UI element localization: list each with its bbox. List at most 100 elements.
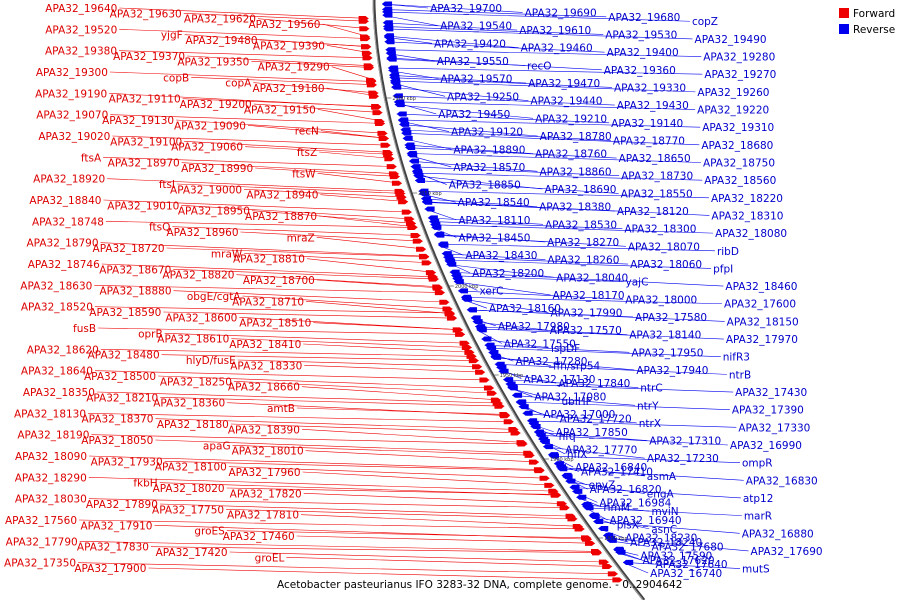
- forward-gene-label[interactable]: APA32_19520: [45, 24, 117, 36]
- reverse-gene-label[interactable]: APA32_19260: [697, 87, 769, 99]
- reverse-gene-label[interactable]: APA32_18540: [458, 197, 530, 209]
- forward-gene-feature[interactable]: [544, 482, 555, 488]
- forward-gene-label[interactable]: APA32_18630: [20, 280, 92, 292]
- forward-gene-label[interactable]: APA32_18360: [153, 398, 225, 410]
- reverse-gene-feature[interactable]: [565, 478, 576, 484]
- reverse-gene-label[interactable]: APA32_16840: [575, 462, 647, 474]
- reverse-gene-label[interactable]: APA32_19250: [447, 91, 519, 103]
- forward-gene-label[interactable]: copA: [225, 78, 252, 90]
- reverse-gene-label[interactable]: APA32_18690: [544, 184, 616, 196]
- forward-gene-label[interactable]: APA32_18870: [245, 211, 317, 223]
- reverse-gene-feature[interactable]: [588, 512, 599, 518]
- reverse-gene-feature[interactable]: [407, 152, 418, 158]
- forward-gene-label[interactable]: APA32_19000: [170, 184, 242, 196]
- reverse-gene-feature[interactable]: [402, 135, 413, 141]
- reverse-gene-feature[interactable]: [394, 102, 405, 108]
- forward-gene-label[interactable]: APA32_17900: [74, 563, 146, 575]
- forward-gene-label[interactable]: APA32_18330: [230, 360, 302, 372]
- reverse-gene-feature[interactable]: [613, 547, 624, 553]
- reverse-gene-label[interactable]: APA32_18310: [711, 210, 783, 222]
- forward-gene-label[interactable]: APA32_18950: [178, 206, 250, 218]
- forward-gene-label[interactable]: APA32_18350: [23, 387, 95, 399]
- forward-gene-feature[interactable]: [361, 50, 372, 56]
- forward-gene-label[interactable]: APA32_18050: [81, 435, 153, 447]
- forward-gene-feature[interactable]: [368, 93, 379, 99]
- reverse-gene-label[interactable]: APA32_17310: [649, 436, 721, 448]
- forward-gene-feature[interactable]: [517, 441, 528, 447]
- forward-gene-label[interactable]: APA32_19350: [177, 56, 249, 68]
- reverse-gene-label[interactable]: marR: [744, 511, 772, 523]
- reverse-gene-label[interactable]: APA32_17840: [558, 378, 630, 390]
- reverse-gene-label[interactable]: atp12: [743, 493, 774, 505]
- forward-gene-feature[interactable]: [446, 315, 457, 321]
- reverse-gene-label[interactable]: APA32_18200: [472, 268, 544, 280]
- forward-gene-label[interactable]: APA32_18720: [93, 243, 165, 255]
- reverse-gene-label[interactable]: APA32_19280: [703, 52, 775, 64]
- reverse-gene-label[interactable]: APA32_18530: [545, 219, 617, 231]
- reverse-gene-label[interactable]: APA32_18000: [625, 294, 697, 306]
- reverse-gene-label[interactable]: APA32_19220: [697, 105, 769, 117]
- forward-gene-feature[interactable]: [412, 238, 423, 244]
- forward-gene-label[interactable]: APA32_18660: [228, 382, 300, 394]
- reverse-gene-label[interactable]: APA32_17080: [534, 391, 606, 403]
- forward-gene-label[interactable]: APA32_18210: [86, 392, 158, 404]
- reverse-gene-feature[interactable]: [518, 404, 529, 410]
- forward-gene-feature[interactable]: [581, 535, 592, 541]
- reverse-gene-feature[interactable]: [562, 474, 573, 480]
- reverse-gene-label[interactable]: APA32_18750: [703, 157, 775, 169]
- forward-gene-label[interactable]: APA32_17820: [230, 488, 302, 500]
- forward-gene-feature[interactable]: [396, 194, 407, 200]
- forward-gene-label[interactable]: APA32_17830: [77, 542, 149, 554]
- forward-gene-label[interactable]: APA32_19560: [248, 19, 320, 31]
- reverse-gene-label[interactable]: APA32_18850: [449, 180, 521, 192]
- reverse-gene-label[interactable]: APA32_19420: [434, 38, 506, 50]
- reverse-gene-label[interactable]: APA32_16880: [742, 528, 814, 540]
- forward-gene-label[interactable]: APA32_17420: [156, 547, 228, 559]
- forward-gene-feature[interactable]: [503, 419, 514, 425]
- reverse-gene-feature[interactable]: [507, 385, 518, 391]
- forward-gene-feature[interactable]: [425, 270, 436, 276]
- forward-gene-label[interactable]: APA32_18130: [14, 408, 86, 420]
- forward-gene-label[interactable]: APA32_17750: [152, 504, 224, 516]
- reverse-gene-feature[interactable]: [382, 12, 393, 18]
- reverse-gene-label[interactable]: APA32_17000: [543, 409, 615, 421]
- forward-gene-feature[interactable]: [455, 331, 466, 337]
- forward-gene-label[interactable]: APA32_19620: [184, 14, 256, 26]
- reverse-gene-label[interactable]: APA32_19610: [519, 25, 591, 37]
- reverse-gene-label[interactable]: APA32_18140: [629, 330, 701, 342]
- reverse-gene-label[interactable]: APA32_17690: [751, 546, 823, 558]
- forward-gene-label[interactable]: ftsW: [292, 168, 316, 180]
- reverse-gene-label[interactable]: APA32_17580: [635, 312, 707, 324]
- reverse-gene-label[interactable]: yajC: [626, 277, 649, 289]
- forward-gene-label[interactable]: hlyD/fusE: [186, 355, 236, 367]
- reverse-gene-label[interactable]: APA32_17390: [732, 405, 804, 417]
- forward-gene-feature[interactable]: [598, 559, 609, 565]
- reverse-gene-feature[interactable]: [623, 559, 634, 565]
- forward-gene-label[interactable]: APA32_19380: [45, 46, 117, 58]
- forward-gene-feature[interactable]: [442, 306, 453, 312]
- forward-gene-feature[interactable]: [383, 151, 394, 157]
- reverse-gene-feature[interactable]: [539, 439, 550, 445]
- reverse-gene-feature[interactable]: [410, 164, 421, 170]
- reverse-gene-label[interactable]: APA32_19440: [530, 96, 602, 108]
- reverse-gene-label[interactable]: APA32_17940: [636, 365, 708, 377]
- forward-gene-feature[interactable]: [550, 492, 561, 498]
- forward-gene-label[interactable]: APA32_18746: [28, 259, 100, 271]
- reverse-gene-label[interactable]: APA32_18550: [621, 188, 693, 200]
- forward-gene-feature[interactable]: [494, 403, 505, 409]
- reverse-gene-label[interactable]: APA32_17850: [556, 427, 628, 439]
- forward-gene-label[interactable]: APA32_18250: [160, 376, 232, 388]
- reverse-gene-label[interactable]: APA32_17550: [504, 338, 576, 350]
- reverse-gene-feature[interactable]: [383, 33, 394, 39]
- forward-gene-feature[interactable]: [401, 209, 412, 215]
- reverse-gene-label[interactable]: APA32_18450: [458, 233, 530, 245]
- forward-gene-feature[interactable]: [384, 156, 395, 162]
- forward-gene-feature[interactable]: [362, 55, 373, 61]
- reverse-gene-label[interactable]: ntrY: [637, 400, 659, 412]
- forward-gene-feature[interactable]: [539, 475, 550, 481]
- forward-gene-feature[interactable]: [468, 358, 479, 364]
- reverse-gene-feature[interactable]: [548, 452, 559, 458]
- forward-gene-label[interactable]: APA32_18920: [33, 174, 105, 186]
- forward-gene-label[interactable]: APA32_19070: [36, 110, 108, 122]
- reverse-gene-feature[interactable]: [414, 177, 425, 183]
